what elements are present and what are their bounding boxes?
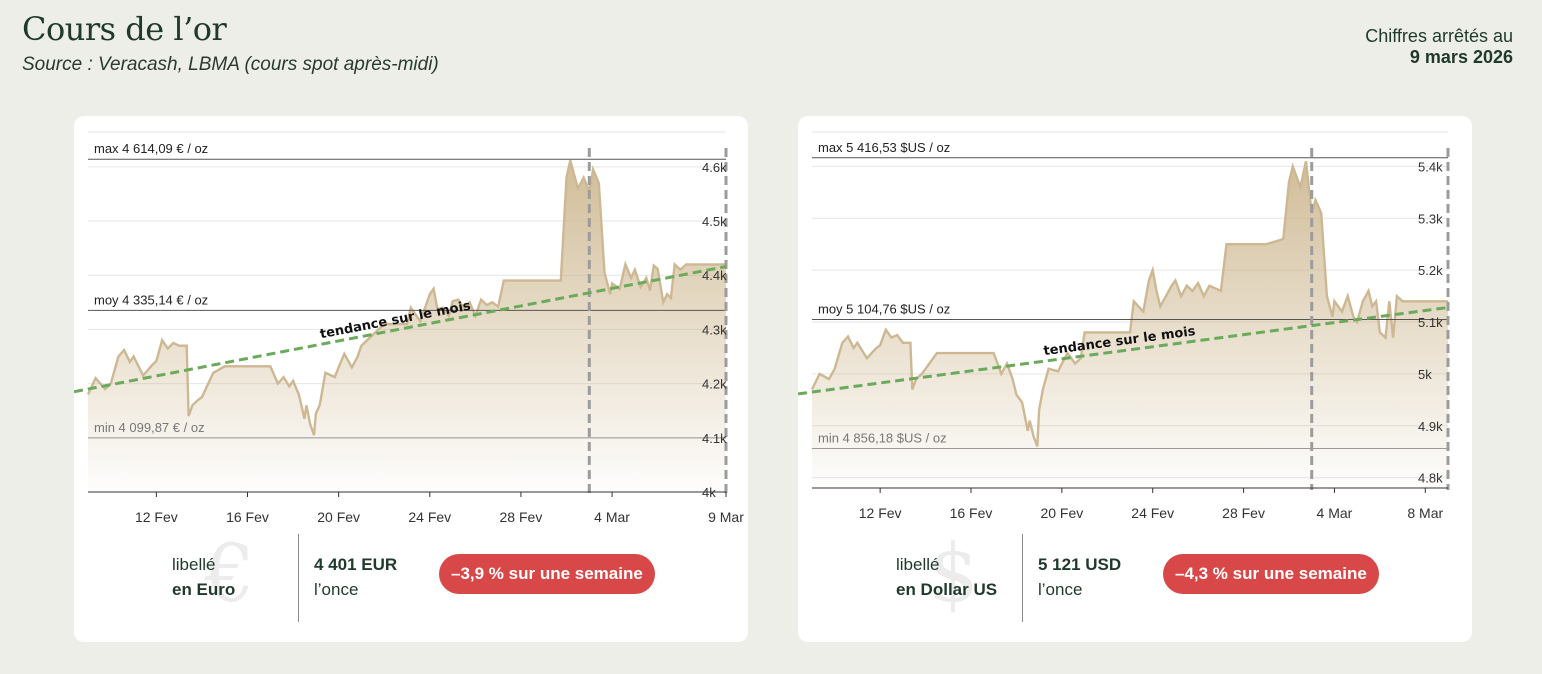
y-tick-label: 4.2k bbox=[702, 377, 727, 392]
max-line-label: max 5 416,53 $US / oz bbox=[818, 140, 950, 155]
price-area bbox=[88, 160, 726, 493]
price-area bbox=[812, 161, 1448, 488]
page-title: Cours de l’or bbox=[22, 10, 227, 48]
trend-line bbox=[74, 265, 727, 394]
x-tick-label: 4 Mar bbox=[594, 509, 630, 525]
card-footer: $ libellé en Dollar US 5 121 USD l’once … bbox=[798, 534, 1472, 624]
euro-icon: € bbox=[204, 527, 255, 620]
price-unit: l’once bbox=[314, 580, 359, 599]
price-line bbox=[810, 160, 1448, 447]
gold-price-chart-dollar: max 5 416,53 $US / oz moy 5 104,76 $US / … bbox=[798, 131, 1450, 521]
y-tick-label: 5k bbox=[1418, 367, 1432, 382]
page-subtitle: Source : Veracash, LBMA (cours spot aprè… bbox=[22, 54, 439, 75]
y-tick-label: 4.4k bbox=[702, 268, 727, 283]
price-unit: l’once bbox=[1038, 580, 1083, 599]
avg-line-label: moy 5 104,76 $US / oz bbox=[818, 302, 950, 317]
y-tick-label: 4.1k bbox=[702, 431, 727, 446]
price-block: 4 401 EUR l’once bbox=[314, 552, 397, 602]
x-tick-label: 28 Fev bbox=[1222, 505, 1265, 521]
x-tick-label: 9 Mar bbox=[708, 509, 744, 525]
x-tick-label: 4 Mar bbox=[1317, 505, 1353, 521]
gold-price-chart-euro: max 4 614,09 € / oz moy 4 335,14 € / oz mi… bbox=[74, 131, 744, 525]
y-tick-label: 5.2k bbox=[1418, 263, 1443, 278]
libelle-line2: en Euro bbox=[172, 580, 236, 599]
y-tick-label: 4.9k bbox=[1418, 419, 1443, 434]
libelle-line2: en Dollar US bbox=[896, 580, 998, 599]
price-value: 4 401 EUR bbox=[314, 555, 398, 574]
y-tick-label: 5.3k bbox=[1418, 211, 1443, 226]
libelle-line1: libellé bbox=[896, 555, 940, 574]
y-tick-label: 4.6k bbox=[702, 160, 727, 175]
weekly-change-badge: –4,3 % sur une semaine bbox=[1163, 554, 1379, 594]
x-tick-label: 12 Fev bbox=[135, 509, 178, 525]
x-tick-label: 20 Fev bbox=[317, 509, 360, 525]
y-tick-label: 5.4k bbox=[1418, 159, 1443, 174]
x-tick-label: 28 Fev bbox=[500, 509, 543, 525]
avg-line-label: moy 4 335,14 € / oz bbox=[94, 292, 208, 307]
x-tick-label: 16 Fev bbox=[226, 509, 269, 525]
dollar-icon: $ bbox=[928, 527, 979, 620]
y-tick-label: 5.1k bbox=[1418, 315, 1443, 330]
chart-card-dollar: max 5 416,53 $US / oz moy 5 104,76 $US / … bbox=[798, 116, 1472, 642]
asof-block: Chiffres arrêtés au 9 mars 2026 bbox=[1365, 26, 1513, 68]
y-tick-label: 4.3k bbox=[702, 322, 727, 337]
price-value: 5 121 USD bbox=[1038, 555, 1122, 574]
footer-divider bbox=[1022, 534, 1023, 622]
libelle-line1: libellé bbox=[172, 555, 216, 574]
weekly-change-badge: –3,9 % sur une semaine bbox=[439, 554, 655, 594]
currency-caption: libellé en Euro bbox=[172, 552, 235, 602]
trend-line bbox=[798, 305, 1449, 396]
min-line-label: min 4 856,18 $US / oz bbox=[818, 430, 947, 445]
x-tick-label: 12 Fev bbox=[859, 505, 902, 521]
currency-caption: libellé en Dollar US bbox=[896, 552, 997, 602]
min-line-label: min 4 099,87 € / oz bbox=[94, 420, 205, 435]
x-tick-label: 24 Fev bbox=[408, 509, 451, 525]
asof-date: 9 mars 2026 bbox=[1409, 47, 1513, 67]
asof-label: Chiffres arrêtés au bbox=[1365, 26, 1513, 46]
chart-card-euro: max 4 614,09 € / oz moy 4 335,14 € / oz mi… bbox=[74, 116, 748, 642]
footer-divider bbox=[298, 534, 299, 622]
x-tick-label: 8 Mar bbox=[1407, 505, 1443, 521]
max-line-label: max 4 614,09 € / oz bbox=[94, 141, 208, 156]
y-tick-label: 4.8k bbox=[1418, 471, 1443, 486]
x-tick-label: 20 Fev bbox=[1040, 505, 1083, 521]
x-tick-label: 24 Fev bbox=[1131, 505, 1174, 521]
x-tick-label: 16 Fev bbox=[950, 505, 993, 521]
y-tick-label: 4.5k bbox=[702, 214, 727, 229]
price-block: 5 121 USD l’once bbox=[1038, 552, 1121, 602]
card-footer: € libellé en Euro 4 401 EUR l’once –3,9 … bbox=[74, 534, 748, 624]
